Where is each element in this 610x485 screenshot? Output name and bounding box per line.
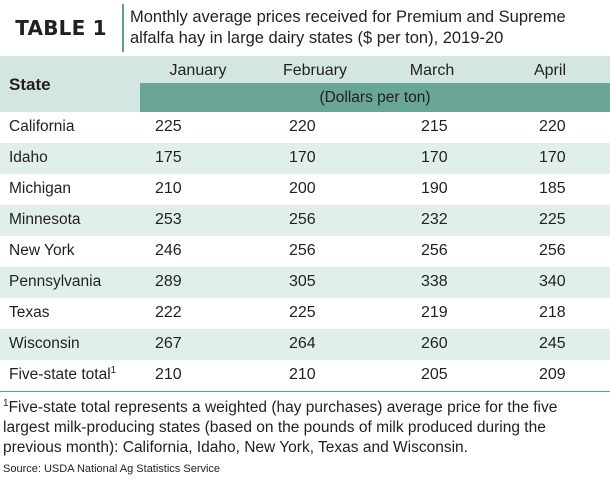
cell-february: 225: [289, 304, 316, 321]
cell-january: 225: [155, 118, 182, 135]
table-row: Minnesota 253 256 232 225: [0, 205, 610, 236]
cell-april: 245: [539, 335, 566, 352]
cell-april: 340: [539, 273, 566, 290]
cell-april: 225: [539, 211, 566, 228]
cell-january: 222: [155, 304, 182, 321]
cell-april: 185: [539, 180, 566, 197]
column-header-january: January: [169, 62, 227, 79]
cell-january: 175: [155, 149, 182, 166]
cell-march: 260: [421, 335, 448, 352]
cell-march: 190: [421, 180, 448, 197]
cell-march: 338: [421, 273, 448, 290]
row-state: Pennsylvania: [9, 273, 102, 290]
header-divider: [122, 4, 124, 52]
row-state-label: Five-state total: [9, 366, 111, 383]
cell-april: 220: [539, 118, 566, 135]
table-row: California 225 220 215 220: [0, 112, 610, 143]
table-row: Idaho 175 170 170 170: [0, 143, 610, 174]
cell-january: 289: [155, 273, 182, 290]
cell-february: 200: [289, 180, 316, 197]
table-row: Wisconsin 267 264 260 245: [0, 329, 610, 360]
cell-march: 205: [421, 366, 448, 383]
cell-january: 210: [155, 180, 182, 197]
row-state: California: [9, 118, 75, 135]
cell-april: 209: [539, 366, 566, 383]
footnote-text: Five-state total represents a weighted (…: [3, 399, 558, 456]
cell-february: 256: [289, 242, 316, 259]
footnote-marker: 1: [110, 364, 117, 376]
column-header-state: State: [9, 75, 51, 94]
row-state: Michigan: [9, 180, 72, 197]
cell-january: 253: [155, 211, 182, 228]
table-row-total: Five-state total1 210 210 205 209: [0, 360, 610, 391]
table-row: Michigan 210 200 190 185: [0, 174, 610, 205]
cell-february: 264: [289, 335, 316, 352]
table-column-header: State January February March April (Doll…: [0, 56, 610, 112]
row-state: New York: [9, 242, 75, 259]
cell-february: 170: [289, 149, 316, 166]
table-number-badge: TABLE 1: [15, 16, 107, 40]
table-row: New York 246 256 256 256: [0, 236, 610, 267]
cell-march: 219: [421, 304, 448, 321]
cell-february: 256: [289, 211, 316, 228]
cell-march: 215: [421, 118, 448, 135]
footnote: 1Five-state total represents a weighted …: [3, 398, 608, 458]
cell-january: 246: [155, 242, 182, 259]
cell-february: 210: [289, 366, 316, 383]
cell-february: 305: [289, 273, 316, 290]
cell-march: 232: [421, 211, 448, 228]
price-table: State January February March April (Doll…: [0, 56, 610, 391]
column-header-march: March: [409, 62, 455, 79]
row-state: Five-state total1: [9, 364, 117, 384]
cell-march: 256: [421, 242, 448, 259]
column-header-february: February: [282, 62, 348, 79]
column-header-april: April: [533, 62, 566, 79]
row-state: Wisconsin: [9, 335, 80, 352]
cell-january: 267: [155, 335, 182, 352]
cell-april: 256: [539, 242, 566, 259]
cell-april: 218: [539, 304, 566, 321]
cell-february: 220: [289, 118, 316, 135]
cell-march: 170: [421, 149, 448, 166]
cell-april: 170: [539, 149, 566, 166]
table-caption: Monthly average prices received for Prem…: [130, 8, 566, 47]
row-state: Texas: [9, 304, 50, 321]
row-state: Idaho: [9, 149, 48, 166]
cell-january: 210: [155, 366, 182, 383]
source-note: Source: USDA National Ag Statistics Serv…: [3, 463, 221, 475]
footnote-marker: 1: [3, 397, 9, 409]
table-header: TABLE 1 Monthly average prices received …: [0, 0, 610, 56]
units-band: (Dollars per ton): [140, 83, 610, 112]
table-row: Texas 222 225 219 218: [0, 298, 610, 329]
row-state: Minnesota: [9, 211, 81, 228]
table-bottom-rule: [0, 391, 610, 392]
table-row: Pennsylvania 289 305 338 340: [0, 267, 610, 298]
